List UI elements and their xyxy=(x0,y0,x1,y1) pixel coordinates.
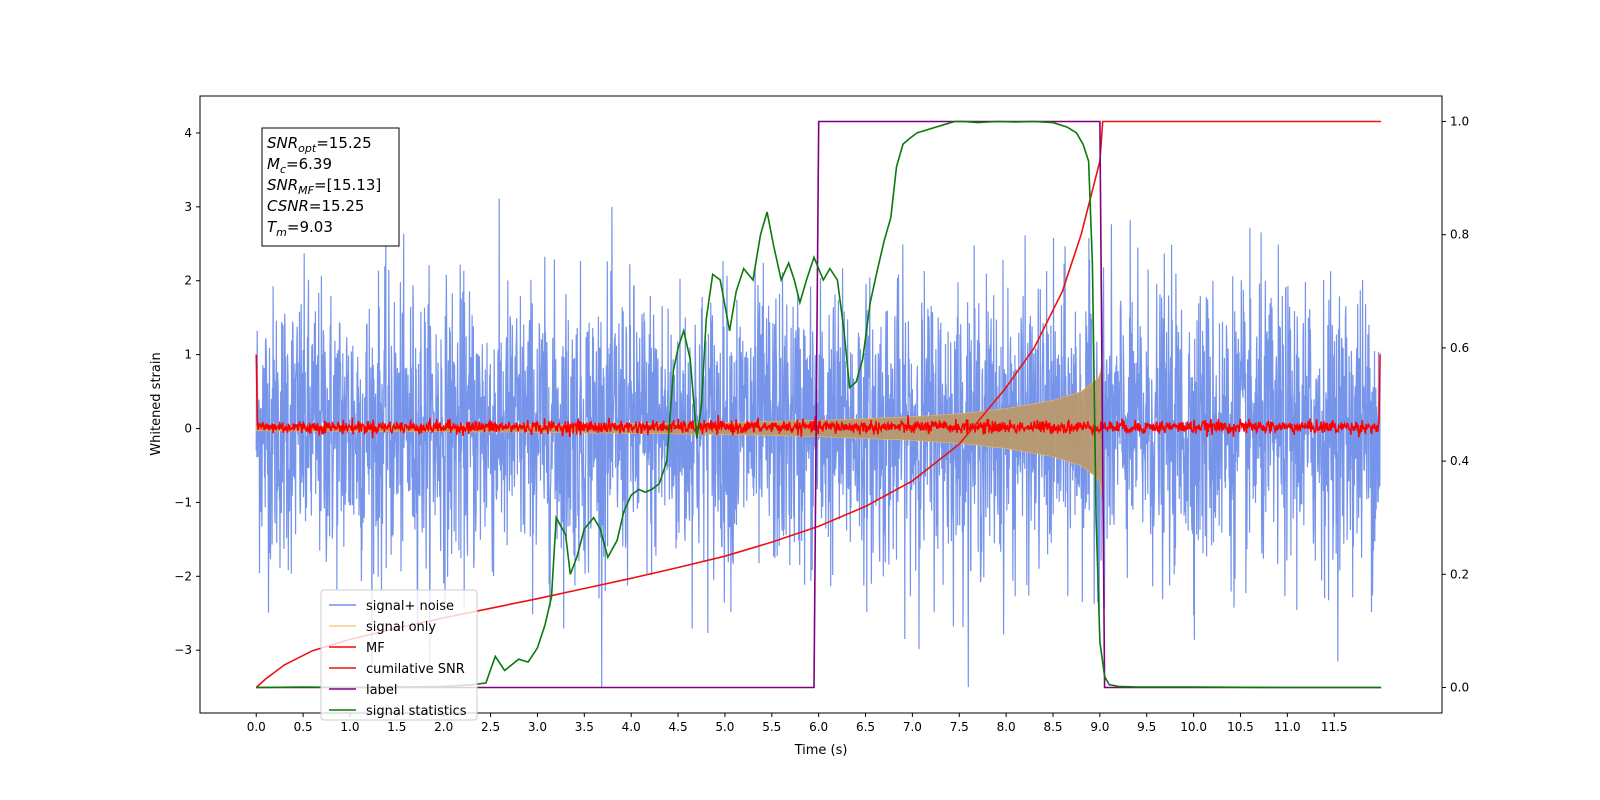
y-axis-label: Whitened strain xyxy=(149,352,164,455)
annotation-line: SNRopt=15.25 xyxy=(267,134,372,155)
x-tick-label: 8.5 xyxy=(1043,720,1062,734)
y2-tick-label: 0.6 xyxy=(1450,341,1469,355)
x-tick-label: 9.5 xyxy=(1137,720,1156,734)
y2-tick-label: 1.0 xyxy=(1450,114,1469,128)
x-tick-label: 3.5 xyxy=(575,720,594,734)
annotation-line: CSNR=15.25 xyxy=(267,197,364,215)
x-tick-label: 9.0 xyxy=(1090,720,1109,734)
annotation-line: SNRMF=[15.13] xyxy=(267,176,381,197)
y-tick-label: 4 xyxy=(184,126,192,140)
y2-tick-label: 0.8 xyxy=(1450,228,1469,242)
signal-statistics-line xyxy=(256,120,1382,689)
x-tick-label: 0.5 xyxy=(294,720,313,734)
annotation-line: Tm=9.03 xyxy=(267,218,333,239)
x-tick-label: 11.0 xyxy=(1274,720,1301,734)
y-tick-label: 0 xyxy=(184,422,192,436)
y2-tick-label: 0.2 xyxy=(1450,567,1469,581)
plot-frame xyxy=(199,95,1443,714)
x-tick-label: 6.5 xyxy=(856,720,875,734)
x-tick-label: 4.5 xyxy=(669,720,688,734)
annotation-frame xyxy=(261,127,400,247)
legend-label: label xyxy=(366,683,397,698)
x-tick-label: 10.5 xyxy=(1227,720,1254,734)
x-axis-label: Time (s) xyxy=(794,743,848,758)
y-tick-label: 2 xyxy=(184,274,192,288)
legend-frame xyxy=(320,589,478,721)
signal-noise-line xyxy=(255,198,1381,688)
x-tick-label: 4.0 xyxy=(622,720,641,734)
x-tick-label: 5.0 xyxy=(715,720,734,734)
y-axis-ticks: 4 3 2 1 0 −1 −2 −3 xyxy=(174,126,200,657)
legend-label: signal statistics xyxy=(366,704,467,719)
legend-label: signal only xyxy=(366,620,436,635)
x-tick-label: 10.0 xyxy=(1180,720,1207,734)
y-tick-label: −1 xyxy=(174,495,192,509)
series-signal-noise xyxy=(255,198,1381,688)
y2-tick-label: 0.0 xyxy=(1450,681,1469,695)
x-tick-label: 3.0 xyxy=(528,720,547,734)
x-tick-label: 5.5 xyxy=(762,720,781,734)
y2-axis-ticks: 1.0 0.8 0.6 0.4 0.2 0.0 xyxy=(1442,114,1469,695)
series-mf xyxy=(255,354,1381,439)
annotation-line: Mc=6.39 xyxy=(267,155,332,176)
y-tick-label: 3 xyxy=(184,200,192,214)
x-tick-label: 2.0 xyxy=(434,720,453,734)
x-tick-label: 0.0 xyxy=(247,720,266,734)
annotation-box: SNRopt=15.25Mc=6.39SNRMF=[15.13]CSNR=15.… xyxy=(261,127,400,247)
y-tick-label: −3 xyxy=(174,643,192,657)
x-tick-label: 1.5 xyxy=(387,720,406,734)
y-tick-label: −2 xyxy=(174,569,192,583)
series-signal-statistics xyxy=(256,120,1382,689)
x-tick-label: 7.0 xyxy=(903,720,922,734)
legend-label: cumilative SNR xyxy=(366,662,465,677)
x-tick-label: 2.5 xyxy=(481,720,500,734)
mf-line xyxy=(255,354,1381,439)
y-tick-label: 1 xyxy=(184,348,192,362)
legend: signal+ noise signal only MF cumilative SNR… xyxy=(320,589,478,721)
x-axis-ticks: 0.0 0.5 1.0 1.5 2.0 2.5 3.0 3.5 4.0 4.5 5.0 5.5 6.0 6… xyxy=(247,713,1348,734)
x-tick-label: 8.0 xyxy=(997,720,1016,734)
y2-tick-label: 0.4 xyxy=(1450,454,1469,468)
legend-label: signal+ noise xyxy=(366,599,454,614)
x-tick-label: 7.5 xyxy=(950,720,969,734)
x-tick-label: 6.0 xyxy=(809,720,828,734)
x-tick-label: 1.0 xyxy=(340,720,359,734)
legend-label: MF xyxy=(366,641,385,656)
x-tick-label: 11.5 xyxy=(1321,720,1348,734)
